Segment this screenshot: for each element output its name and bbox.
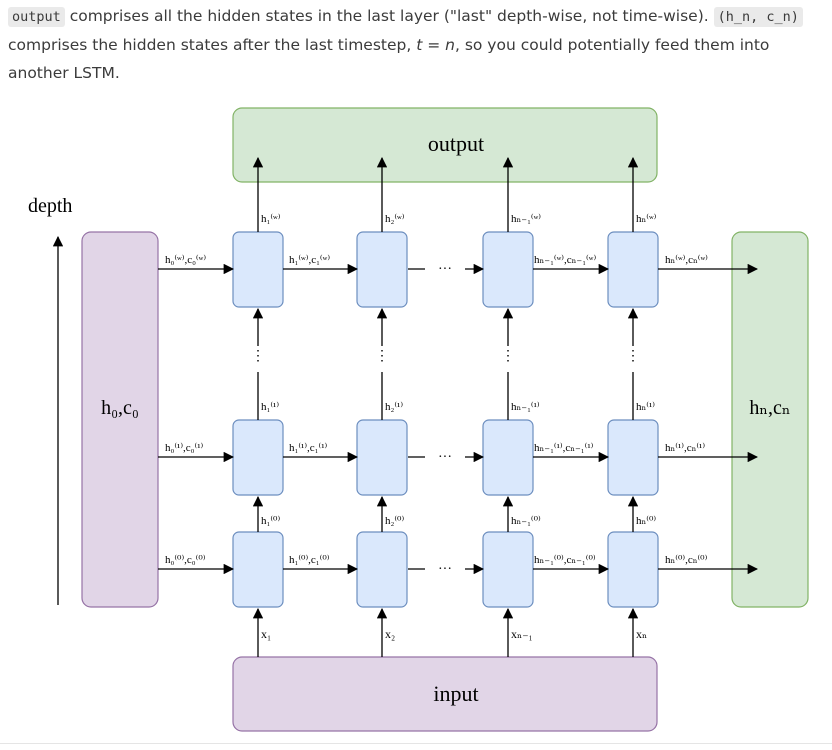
state-label: h₀⁽ʷ⁾,c₀⁽ʷ⁾	[165, 254, 206, 266]
state-label: h₀⁽¹⁾,c₀⁽¹⁾	[165, 442, 204, 454]
state-label: hₙ₋₁⁽⁰⁾,cₙ₋₁⁽⁰⁾	[534, 554, 596, 566]
lstm-cell	[607, 231, 659, 308]
state-label: hₙ₋₁⁽ʷ⁾,cₙ₋₁⁽ʷ⁾	[534, 254, 596, 266]
top-hidden-label: h₂⁽ʷ⁾	[385, 213, 405, 225]
var-t: t	[416, 36, 423, 54]
state-label: hₙ⁽⁰⁾,cₙ⁽⁰⁾	[665, 554, 708, 566]
final-state-label: hₙ,cₙ	[749, 397, 790, 419]
lstm-cell	[607, 531, 659, 608]
input-label-x: xₙ₋₁	[511, 627, 533, 641]
middle-hidden-label: hₙ₋₁⁽¹⁾	[511, 401, 540, 413]
output-box	[232, 107, 658, 183]
initial-state-label: h₀,c₀	[101, 397, 139, 419]
ellipsis: ···	[438, 562, 452, 577]
bottom-hidden-label: hₙ₋₁⁽⁰⁾	[511, 515, 541, 527]
lstm-cell	[232, 231, 284, 308]
code-hn-cn: (h_n, c_n)	[713, 7, 803, 27]
var-n: n	[445, 36, 455, 54]
middle-hidden-label: h₁⁽¹⁾	[261, 401, 279, 413]
bottom-hidden-label: h₂⁽⁰⁾	[385, 515, 404, 527]
lstm-cell	[232, 531, 284, 608]
lstm-cell	[482, 231, 534, 308]
lstm-cell	[356, 231, 408, 308]
para-equals: =	[422, 36, 446, 54]
vertical-ellipsis: ⋮	[626, 349, 640, 364]
input-label: input	[433, 681, 478, 706]
final-state-box	[731, 231, 809, 608]
ellipsis: ···	[438, 450, 452, 465]
description-paragraph: output comprises all the hidden states i…	[8, 2, 828, 87]
lstm-cell	[482, 419, 534, 496]
state-label: h₀⁽⁰⁾,c₀⁽⁰⁾	[165, 554, 206, 566]
lstm-cell	[356, 419, 408, 496]
lstm-cell	[482, 531, 534, 608]
top-hidden-label: h₁⁽ʷ⁾	[261, 213, 281, 225]
input-label-x: x₁	[261, 627, 271, 641]
ellipsis: ···	[438, 262, 452, 277]
state-label: hₙ₋₁⁽¹⁾,cₙ₋₁⁽¹⁾	[534, 442, 594, 454]
bottom-hidden-label: hₙ⁽⁰⁾	[636, 515, 656, 527]
state-label: hₙ⁽¹⁾,cₙ⁽¹⁾	[665, 442, 705, 454]
output-label: output	[428, 131, 484, 156]
initial-state-box	[81, 231, 159, 608]
depth-label: depth	[28, 195, 72, 217]
state-label: hₙ⁽ʷ⁾,cₙ⁽ʷ⁾	[665, 254, 708, 266]
vertical-ellipsis: ⋮	[375, 349, 389, 364]
code-output: output	[8, 7, 65, 27]
input-label-x: x₂	[385, 627, 395, 641]
para-text-3: , so you could potentially feed them int…	[8, 36, 770, 82]
top-hidden-label: hₙ⁽ʷ⁾	[636, 213, 657, 225]
para-text-2: comprises the hidden states after the la…	[8, 36, 417, 54]
bottom-hidden-label: h₁⁽⁰⁾	[261, 515, 280, 527]
input-box	[232, 656, 658, 732]
vertical-ellipsis: ⋮	[251, 349, 265, 364]
state-label: h₁⁽⁰⁾,c₁⁽⁰⁾	[289, 554, 330, 566]
lstm-cell	[232, 419, 284, 496]
divider	[0, 743, 832, 744]
lstm-cell	[356, 531, 408, 608]
middle-hidden-label: h₂⁽¹⁾	[385, 401, 403, 413]
middle-hidden-label: hₙ⁽¹⁾	[636, 401, 655, 413]
state-label: h₁⁽¹⁾,c₁⁽¹⁾	[289, 442, 328, 454]
state-label: h₁⁽ʷ⁾,c₁⁽ʷ⁾	[289, 254, 330, 266]
vertical-ellipsis: ⋮	[501, 349, 515, 364]
input-label-x: xₙ	[636, 627, 647, 641]
top-hidden-label: hₙ₋₁⁽ʷ⁾	[511, 213, 541, 225]
lstm-cell	[607, 419, 659, 496]
para-text-1: comprises all the hidden states in the l…	[64, 7, 714, 25]
